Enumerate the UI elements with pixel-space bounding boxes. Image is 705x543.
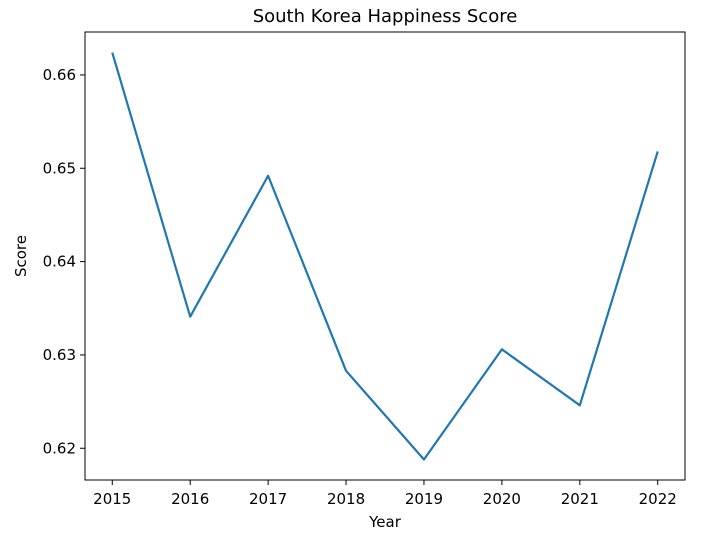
x-tick-label: 2015 [93, 490, 131, 508]
y-axis: 0.62 0.63 0.64 0.65 0.66 [43, 66, 85, 457]
x-axis: 2015 2016 2017 2018 2019 2020 2021 2022 [93, 480, 677, 508]
x-tick-label: 2019 [405, 490, 443, 508]
series-line [111, 52, 659, 461]
x-tick-label: 2016 [171, 490, 209, 508]
y-tick-label: 0.63 [43, 346, 76, 364]
plot-frame [84, 31, 686, 481]
y-tick-label: 0.65 [43, 159, 76, 177]
x-tick-label: 2022 [639, 490, 677, 508]
x-tick-label: 2021 [561, 490, 599, 508]
x-axis-label: Year [368, 513, 402, 531]
y-tick-label: 0.64 [43, 253, 76, 271]
x-tick-label: 2018 [327, 490, 365, 508]
y-tick-label: 0.66 [43, 66, 76, 84]
x-tick-label: 2020 [483, 490, 521, 508]
series-layer [111, 52, 659, 461]
x-tick-label: 2017 [249, 490, 287, 508]
y-tick-label: 0.62 [43, 439, 76, 457]
y-axis-label: Score [12, 235, 30, 277]
chart-title: South Korea Happiness Score [253, 6, 518, 27]
